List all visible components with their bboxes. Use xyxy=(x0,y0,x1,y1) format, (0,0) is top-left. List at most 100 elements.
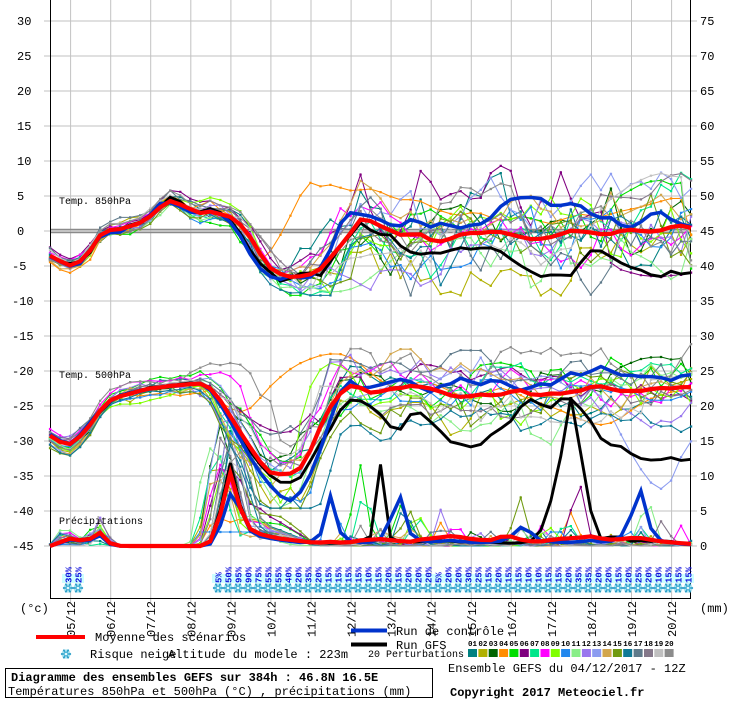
svg-text:16: 16 xyxy=(623,641,633,649)
svg-text:14/12: 14/12 xyxy=(426,601,440,637)
svg-text:15%: 15% xyxy=(395,566,405,583)
svg-text:75: 75 xyxy=(700,15,714,29)
svg-text:13: 13 xyxy=(592,641,602,649)
svg-text:12/12: 12/12 xyxy=(346,601,360,637)
svg-text:Moyenne des scénarios: Moyenne des scénarios xyxy=(95,631,246,645)
svg-text:-15: -15 xyxy=(12,330,34,344)
svg-text:35%: 35% xyxy=(575,566,585,583)
svg-text:35: 35 xyxy=(700,295,714,309)
svg-text:-20: -20 xyxy=(12,365,34,379)
svg-text:5%: 5% xyxy=(435,572,445,583)
svg-text:15%: 15% xyxy=(505,566,515,583)
svg-text:20 Perturbations: 20 Perturbations xyxy=(368,649,464,661)
svg-text:10%: 10% xyxy=(525,566,535,583)
svg-text:20: 20 xyxy=(17,85,31,99)
svg-text:15%: 15% xyxy=(615,566,625,583)
svg-text:25%: 25% xyxy=(475,566,485,583)
svg-text:20%: 20% xyxy=(495,566,505,583)
svg-text:55: 55 xyxy=(700,155,714,169)
svg-text:50: 50 xyxy=(700,190,714,204)
svg-text:15/12: 15/12 xyxy=(466,601,480,637)
svg-text:19: 19 xyxy=(654,641,664,649)
svg-text:75%: 75% xyxy=(255,566,265,583)
svg-text:25: 25 xyxy=(700,365,714,379)
svg-text:20: 20 xyxy=(700,400,714,414)
svg-text:06: 06 xyxy=(520,641,530,649)
svg-text:15%: 15% xyxy=(335,566,345,583)
svg-text:08: 08 xyxy=(541,641,551,649)
svg-text:-5: -5 xyxy=(12,260,26,274)
svg-text:20%: 20% xyxy=(295,566,305,583)
svg-text:0: 0 xyxy=(700,540,707,554)
svg-text:15%: 15% xyxy=(485,566,495,583)
svg-text:15%: 15% xyxy=(555,566,565,583)
svg-text:02: 02 xyxy=(478,641,488,649)
svg-text:19/12: 19/12 xyxy=(626,601,640,637)
svg-text:15: 15 xyxy=(700,435,714,449)
svg-text:10: 10 xyxy=(561,641,571,649)
svg-text:10%: 10% xyxy=(655,566,665,583)
svg-text:45: 45 xyxy=(700,225,714,239)
svg-text:95%: 95% xyxy=(235,566,245,583)
svg-text:20%: 20% xyxy=(315,566,325,583)
svg-text:09/12: 09/12 xyxy=(225,601,239,637)
svg-text:Altitude du modele : 223m: Altitude du modele : 223m xyxy=(168,648,348,662)
svg-text:12: 12 xyxy=(582,641,592,649)
svg-text:17: 17 xyxy=(634,641,643,649)
svg-text:15%: 15% xyxy=(675,566,685,583)
svg-text:09: 09 xyxy=(551,641,561,649)
svg-text:5%: 5% xyxy=(215,572,225,583)
svg-text:-35: -35 xyxy=(12,470,34,484)
svg-text:15%: 15% xyxy=(325,566,335,583)
svg-text:13/12: 13/12 xyxy=(386,601,400,637)
svg-text:35%: 35% xyxy=(585,566,595,583)
svg-text:05: 05 xyxy=(509,641,519,649)
svg-text:01: 01 xyxy=(468,641,478,649)
svg-text:15%: 15% xyxy=(665,566,675,583)
svg-text:Run GFS: Run GFS xyxy=(396,639,446,653)
svg-text:03: 03 xyxy=(489,641,499,649)
svg-text:20%: 20% xyxy=(425,566,435,583)
svg-text:20: 20 xyxy=(665,641,675,649)
svg-text:20%: 20% xyxy=(405,566,415,583)
svg-text:20%: 20% xyxy=(565,566,575,583)
svg-text:-30: -30 xyxy=(12,435,34,449)
svg-text:15: 15 xyxy=(17,120,31,134)
svg-text:15%: 15% xyxy=(515,566,525,583)
svg-text:07: 07 xyxy=(530,641,539,649)
svg-text:25%: 25% xyxy=(635,566,645,583)
svg-text:04: 04 xyxy=(499,641,509,649)
svg-text:-25: -25 xyxy=(12,400,34,414)
svg-text:10/12: 10/12 xyxy=(265,601,279,637)
svg-text:15%: 15% xyxy=(545,566,555,583)
svg-text:Diagramme des ensembles GEFS s: Diagramme des ensembles GEFS sur 384h : … xyxy=(11,671,378,685)
svg-text:30%: 30% xyxy=(65,566,75,583)
svg-text:15%: 15% xyxy=(375,566,385,583)
svg-text:0: 0 xyxy=(17,225,24,239)
svg-text:15%: 15% xyxy=(685,566,695,583)
svg-text:90%: 90% xyxy=(245,566,255,583)
svg-text:Temp. 500hPa: Temp. 500hPa xyxy=(59,370,131,382)
svg-text:25: 25 xyxy=(17,50,31,64)
svg-text:30: 30 xyxy=(17,15,31,29)
svg-text:20%: 20% xyxy=(415,566,425,583)
svg-text:Précipitations: Précipitations xyxy=(59,516,143,528)
svg-text:(°c): (°c) xyxy=(20,602,49,616)
svg-text:17/12: 17/12 xyxy=(546,601,560,637)
svg-text:30%: 30% xyxy=(465,566,475,583)
svg-text:65: 65 xyxy=(700,85,714,99)
svg-text:60: 60 xyxy=(700,120,714,134)
svg-text:18: 18 xyxy=(644,641,654,649)
svg-text:25%: 25% xyxy=(75,566,85,583)
svg-text:20%: 20% xyxy=(625,566,635,583)
svg-text:Ensemble GEFS du 04/12/2017 -: Ensemble GEFS du 04/12/2017 - 12Z xyxy=(448,662,686,676)
svg-text:-45: -45 xyxy=(12,540,34,554)
svg-text:11/12: 11/12 xyxy=(306,601,320,637)
svg-text:10: 10 xyxy=(17,155,31,169)
svg-text:55%: 55% xyxy=(275,566,285,583)
svg-text:15: 15 xyxy=(613,641,623,649)
svg-text:06/12: 06/12 xyxy=(105,601,119,637)
svg-text:Copyright 2017 Meteociel.fr: Copyright 2017 Meteociel.fr xyxy=(450,686,644,700)
svg-text:20%: 20% xyxy=(385,566,395,583)
svg-text:15%: 15% xyxy=(345,566,355,583)
